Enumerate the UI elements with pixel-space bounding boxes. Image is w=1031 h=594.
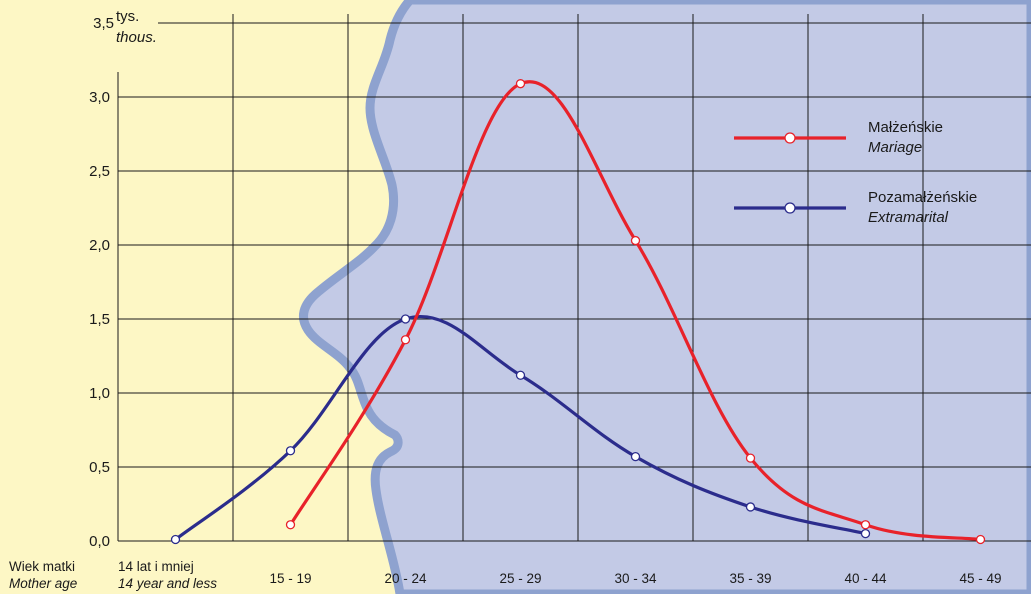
data-point [400,314,411,324]
data-point [515,370,526,380]
x-tick-label: 30 - 34 [614,571,657,586]
x-tick-label: 45 - 49 [959,571,1001,586]
data-point [860,520,871,530]
data-point [285,520,296,530]
data-point [975,534,986,545]
y-tick-label: 3,5 [93,15,114,32]
data-point [860,528,871,539]
legend-label-english: Mariage [868,139,922,156]
legend-marker [784,202,796,214]
data-point [285,446,296,456]
legend-marker [784,132,796,144]
x-tick-label: 40 - 44 [844,571,887,586]
series-layer [170,79,986,545]
x-tick-label: 25 - 29 [499,571,541,586]
y-unit-label-english: thous. [116,29,157,46]
legend: Małżeńskie Mariage Pozamałżeńskie Extramari… [734,119,977,226]
y-tick-label: 0,0 [89,533,110,550]
y-tick-label: 1,0 [89,385,110,402]
y-tick-label: 1,5 [89,311,110,328]
x-tick-label: 15 - 19 [269,571,311,586]
x-axis-label-english: Mother age [9,576,77,591]
grid [117,14,1031,542]
y-tick-label: 2,5 [89,163,110,180]
x-tick-label-english: 14 year and less [118,576,217,591]
x-axis: 14 lat i mniej 14 year and less 15 - 19 20 … [118,559,1002,591]
data-point [630,451,641,462]
x-axis-label: Wiek matki [9,559,75,574]
x-tick-label: 20 - 24 [384,571,427,586]
data-point [400,335,411,345]
y-axis: 0,0 0,5 1,0 1,5 2,0 2,5 3,0 3,5 [89,15,114,550]
x-tick-label: 14 lat i mniej [118,559,194,574]
data-point [170,534,181,545]
legend-label-english: Extramarital [868,209,949,226]
x-tick-label: 35 - 39 [729,571,771,586]
data-point [745,453,756,463]
legend-label: Małżeńskie [868,119,943,136]
data-point [630,235,641,246]
y-unit-label: tys. [116,8,139,25]
y-tick-label: 0,5 [89,459,110,476]
y-tick-label: 3,0 [89,89,110,106]
y-tick-label: 2,0 [89,237,110,254]
legend-label: Pozamałżeńskie [868,189,977,206]
data-point [515,79,526,89]
data-point [745,502,756,512]
